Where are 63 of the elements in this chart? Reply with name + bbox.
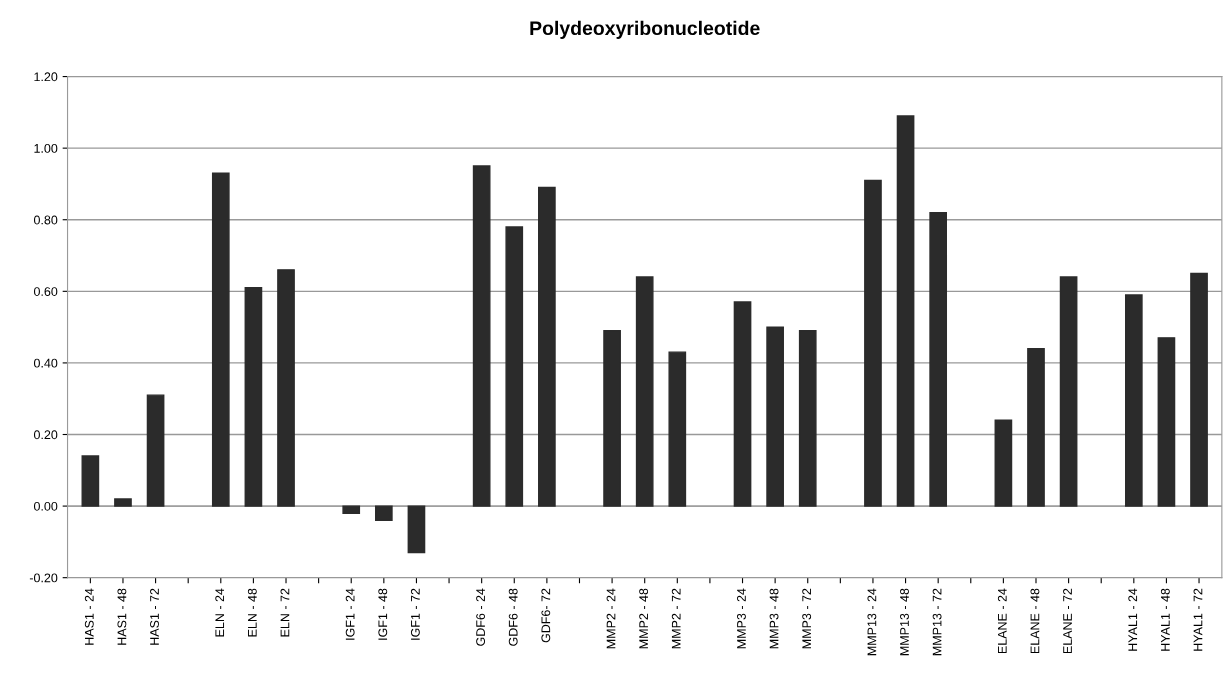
x-tick-label: IGF1 - 48: [378, 588, 388, 640]
bar: [1157, 337, 1176, 507]
bar: [407, 505, 426, 554]
x-tick-label: HYAL1 - 24: [1128, 588, 1138, 651]
y-tick-label: 0.80: [33, 215, 58, 225]
x-tick-label: ELANE - 24: [997, 588, 1007, 654]
x-tick-label: ELN - 48: [247, 588, 257, 637]
bar: [668, 351, 687, 507]
bar: [538, 186, 556, 507]
bar: [798, 330, 817, 507]
x-tick-label: IGF1 - 72: [410, 588, 420, 640]
bar: [81, 455, 100, 507]
bar: [864, 179, 882, 507]
y-tick-label: 0.40: [33, 358, 58, 368]
x-tick-label: MMP13 - 48: [900, 588, 909, 656]
y-tick-label: 0.00: [33, 501, 58, 511]
x-tick-label: ELN - 72: [280, 588, 290, 637]
bar: [472, 165, 491, 507]
bar: [146, 394, 165, 507]
bar: [766, 326, 784, 507]
y-tick-label: 1.20: [34, 72, 58, 82]
bar: [603, 330, 621, 507]
bar: [244, 287, 263, 507]
x-tick-label: HYAL1 - 48: [1160, 588, 1170, 651]
x-tick-label: MMP2 - 24: [606, 588, 616, 649]
x-tick-label: IGF1 - 24: [345, 588, 355, 640]
x-tick-label: GDF6 - 48: [508, 588, 518, 646]
x-tick-label: ELANE - 72: [1063, 588, 1072, 654]
bar: [342, 505, 361, 514]
bar: [896, 115, 915, 507]
x-tick-label: MMP3 - 24: [737, 588, 746, 649]
x-tick-label: MMP3 - 48: [769, 588, 779, 649]
bar: [374, 505, 393, 522]
x-tick-label: MMP13 - 72: [932, 588, 942, 656]
y-tick-label: -0.20: [29, 573, 58, 583]
x-tick-label: MMP13 - 24: [867, 588, 877, 656]
x-tick-label: ELANE - 48: [1030, 588, 1040, 654]
x-tick-label: ELN - 24: [215, 588, 225, 637]
bar: [211, 172, 230, 507]
x-tick-label: GDF6 - 24: [476, 588, 486, 646]
x-tick-label: HYAL1 - 72: [1193, 588, 1203, 651]
bar: [929, 211, 948, 507]
y-tick-label: 0.60: [33, 287, 58, 296]
y-tick-label: 1.00: [34, 143, 58, 153]
x-tick-label: GDF6- 72: [541, 588, 551, 643]
bar: [1124, 294, 1143, 507]
chart-title: Polydeoxyribonucleotide: [530, 20, 760, 39]
bar: [1027, 347, 1045, 507]
x-tick-label: MMP2 - 72: [671, 588, 681, 649]
x-tick-label: HAS1 - 48: [117, 588, 127, 645]
y-tick-label: 0.20: [33, 430, 58, 440]
x-tick-label: HAS1 - 72: [150, 588, 159, 645]
bar: [277, 269, 295, 507]
bar: [1059, 276, 1078, 507]
x-tick-label: MMP3 - 72: [802, 588, 812, 649]
bar: [635, 276, 654, 507]
bar: [994, 419, 1013, 507]
x-tick-label: HAS1 - 24: [84, 588, 94, 645]
bar: [114, 498, 132, 507]
bar: [505, 226, 524, 507]
bar: [733, 301, 752, 507]
bar: [1190, 272, 1208, 507]
x-tick-label: MMP2 - 48: [639, 588, 649, 649]
